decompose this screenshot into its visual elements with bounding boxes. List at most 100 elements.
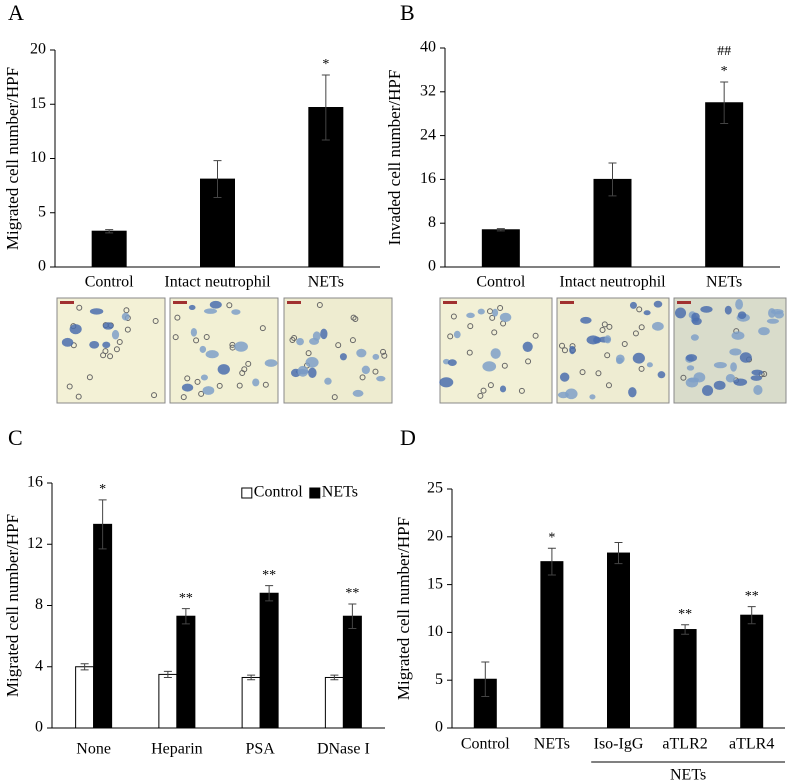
error-bar	[163, 670, 172, 678]
y-tick-label: 0	[435, 719, 443, 736]
cell	[66, 383, 73, 390]
error-bar	[105, 229, 114, 234]
stained-cell	[190, 327, 198, 337]
cell	[174, 314, 181, 321]
cell	[447, 333, 454, 340]
cell	[349, 337, 356, 344]
y-tick-label: 20	[427, 527, 443, 544]
y-tick-label: 10	[427, 623, 443, 640]
bar	[673, 629, 697, 729]
cell	[467, 323, 474, 330]
stained-cell	[252, 378, 260, 387]
cell	[124, 326, 131, 333]
stained-cell	[735, 298, 744, 310]
stained-cell	[121, 312, 130, 321]
stained-cell	[492, 308, 499, 317]
stained-cell	[264, 359, 278, 367]
y-tick-label: 15	[427, 575, 443, 592]
cell	[381, 352, 388, 359]
error-bar	[98, 499, 107, 550]
stained-cell	[651, 321, 664, 331]
y-tick-label: 32	[420, 82, 436, 99]
cell	[518, 387, 525, 394]
error-bar	[348, 603, 357, 629]
cell	[352, 316, 359, 323]
stained-cell	[632, 352, 645, 364]
cell	[680, 374, 687, 381]
y-tick-label: 4	[35, 657, 43, 674]
y-tick-label: 5	[435, 671, 443, 688]
stained-cell	[522, 341, 533, 352]
stained-cell	[296, 337, 304, 346]
stained-cell	[702, 385, 714, 396]
cell	[180, 394, 187, 401]
y-tick-label: 16	[420, 170, 436, 187]
stained-cell	[324, 377, 332, 385]
stained-cell	[352, 389, 364, 397]
stained-cell	[499, 385, 507, 393]
stained-cell	[731, 331, 745, 340]
bar	[481, 229, 520, 268]
cell	[123, 307, 130, 314]
y-axis-label: Migrated cell number/HPF	[394, 517, 413, 700]
x-tick-label: NETs	[308, 274, 344, 291]
cell	[489, 314, 496, 321]
stained-cell	[89, 308, 104, 315]
stained-cell	[739, 352, 752, 363]
stained-cell	[580, 316, 592, 324]
stained-cell	[102, 322, 114, 330]
legend-label: NETs	[322, 484, 358, 501]
stained-cell	[758, 327, 770, 336]
y-tick-label: 20	[30, 41, 46, 58]
stained-cell	[700, 306, 713, 313]
stained-cell	[234, 341, 248, 352]
legend-label: Control	[254, 484, 303, 501]
stained-cell	[725, 374, 736, 383]
stained-cell	[205, 350, 219, 359]
cell	[636, 306, 643, 313]
x-tick-label: Control	[476, 274, 525, 291]
stained-cell	[730, 362, 737, 372]
y-tick-label: 16	[27, 474, 43, 491]
stained-cell	[713, 361, 727, 369]
stained-cell	[305, 357, 319, 368]
cell	[480, 387, 487, 394]
x-tick-label: Intact neutrophil	[559, 274, 666, 291]
bar	[324, 676, 344, 729]
legend-swatch	[241, 487, 253, 499]
cell	[76, 304, 83, 311]
stained-cell	[217, 364, 230, 375]
stained-cell	[361, 365, 370, 375]
x-tick-label: aTLR4	[729, 736, 774, 753]
stained-cell	[61, 337, 74, 347]
cell	[331, 394, 338, 401]
stained-cell	[312, 331, 321, 341]
stained-cell	[466, 312, 475, 319]
x-tick-label: NETs	[706, 274, 742, 291]
y-tick-label: 0	[35, 719, 43, 736]
stained-cell	[490, 348, 501, 359]
cell	[450, 313, 457, 320]
cell	[487, 382, 494, 389]
stained-cell	[604, 335, 612, 344]
stained-cell	[231, 309, 241, 315]
cell	[466, 349, 473, 356]
error-bar	[481, 661, 490, 697]
y-axis-label: Invaded cell number/HPF	[385, 70, 404, 246]
stained-cell	[565, 388, 578, 400]
y-tick-label: 0	[428, 258, 436, 275]
stained-cell	[102, 341, 111, 349]
significance-mark: ##	[717, 44, 731, 59]
cell	[113, 346, 120, 353]
error-bar	[496, 228, 505, 232]
significance-mark: **	[179, 591, 193, 606]
x-tick-label: Heparin	[151, 741, 203, 758]
stained-cell	[750, 375, 763, 381]
stained-cell	[616, 357, 624, 365]
stained-cell	[770, 309, 784, 315]
cell	[372, 368, 379, 375]
cell	[152, 317, 159, 324]
y-axis-label: Migrated cell number/HPF	[3, 67, 22, 250]
stained-cell	[753, 385, 763, 395]
y-tick-label: 15	[30, 95, 46, 112]
